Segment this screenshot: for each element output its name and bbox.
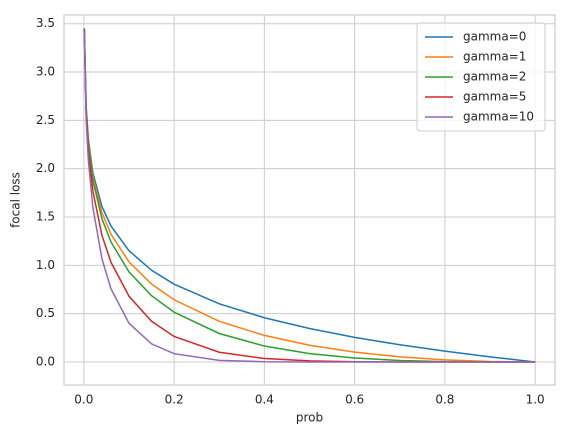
y-tick-label: 3.0 [36, 65, 55, 79]
plot-frame [63, 14, 556, 386]
y-tick-label: 0.0 [36, 354, 55, 368]
y-tick-label: 3.5 [36, 16, 55, 30]
y-tick-label: 2.0 [36, 161, 55, 175]
legend-box [416, 22, 546, 132]
x-tick-label: 0.0 [74, 393, 93, 407]
legend-label: gamma=10 [463, 110, 534, 124]
y-tick-label: 2.5 [36, 113, 55, 127]
x-tick-label: 1.0 [526, 393, 545, 407]
y-tick-label: 1.0 [36, 258, 55, 272]
x-axis-label: prob [296, 411, 323, 425]
legend-label: gamma=1 [463, 50, 526, 64]
x-tick-label: 0.2 [165, 393, 184, 407]
legend-label: gamma=2 [463, 70, 526, 84]
x-tick-label: 0.6 [345, 393, 364, 407]
y-tick-label: 0.5 [36, 306, 55, 320]
legend-label: gamma=5 [463, 90, 526, 104]
y-axis-label: focal loss [9, 172, 23, 228]
line [83, 31, 536, 363]
y-tick-label: 1.5 [36, 210, 55, 224]
line [83, 28, 536, 363]
legend-label: gamma=0 [463, 30, 526, 44]
x-tick-label: 0.4 [255, 393, 274, 407]
x-tick-label: 0.8 [435, 393, 454, 407]
